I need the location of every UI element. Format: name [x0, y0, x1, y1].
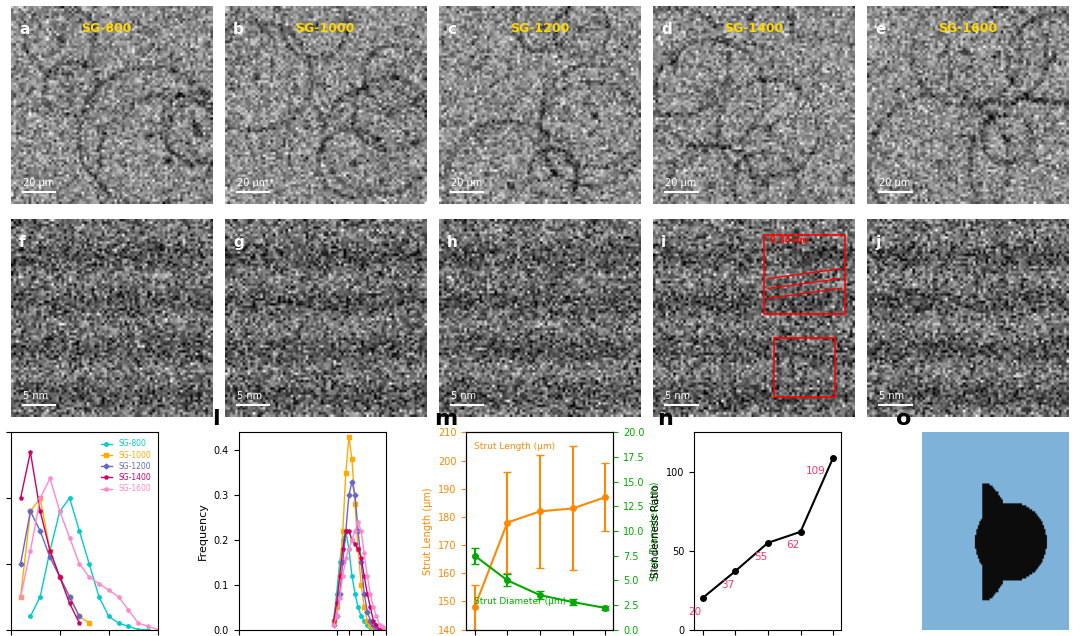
SG-1200 [63, 593, 76, 600]
Text: d: d [661, 22, 672, 37]
SG-800 [103, 612, 116, 620]
Text: Strut Diameter (μm): Strut Diameter (μm) [474, 597, 566, 606]
SG-800 [132, 626, 145, 633]
Text: 20 μm: 20 μm [879, 178, 910, 188]
SG-1600 [122, 606, 135, 614]
SG-800 [83, 560, 96, 568]
SG-1400 [73, 619, 86, 627]
SG-1200 [33, 527, 46, 535]
Text: 20 μm: 20 μm [23, 178, 54, 188]
SG-1600 [112, 593, 125, 600]
Text: 109: 109 [806, 466, 825, 476]
Text: o: o [895, 408, 912, 429]
Text: j: j [875, 235, 880, 250]
SG-1600 [141, 623, 154, 630]
Text: f: f [18, 235, 26, 250]
SG-1400 [33, 508, 46, 515]
Text: 5 nm: 5 nm [879, 391, 904, 401]
Line: SG-800: SG-800 [29, 497, 150, 632]
Text: 5 nm: 5 nm [665, 391, 690, 401]
SG-800 [24, 612, 37, 620]
SG-1000 [43, 547, 56, 555]
SG-1000 [73, 612, 86, 620]
SG-1600 [24, 547, 37, 555]
Text: 5 nm: 5 nm [23, 391, 48, 401]
Y-axis label: Strut Length (μm): Strut Length (μm) [422, 487, 433, 575]
Y-axis label: Frequency: Frequency [198, 502, 208, 560]
Text: 20 μm: 20 μm [665, 178, 697, 188]
SG-1600 [43, 474, 56, 482]
SG-1400 [43, 547, 56, 555]
Line: SG-1600: SG-1600 [18, 477, 160, 632]
Text: SG-800: SG-800 [81, 22, 132, 35]
SG-1600 [83, 573, 96, 581]
SG-1600 [103, 586, 116, 594]
SG-1000 [53, 573, 66, 581]
Text: a: a [18, 22, 29, 37]
SG-800 [53, 508, 66, 515]
Text: 0.34 nm: 0.34 nm [770, 236, 809, 245]
Text: h: h [447, 235, 458, 250]
SG-1600 [14, 593, 27, 600]
SG-1600 [73, 560, 86, 568]
SG-1000 [14, 593, 27, 600]
Text: i: i [661, 235, 666, 250]
Text: SG-1400: SG-1400 [724, 22, 783, 35]
Text: 37: 37 [721, 580, 734, 590]
SG-1400 [14, 494, 27, 502]
SG-1600 [33, 494, 46, 502]
Text: 55: 55 [754, 551, 767, 562]
Text: 20 μm: 20 μm [451, 178, 483, 188]
Text: c: c [447, 22, 456, 37]
SG-1600 [93, 580, 106, 588]
SG-800 [141, 626, 154, 633]
SG-1200 [73, 612, 86, 620]
Text: n: n [658, 408, 674, 429]
Text: g: g [233, 235, 244, 250]
Y-axis label: Slenderness Ratio: Slenderness Ratio [650, 484, 661, 578]
Text: 20: 20 [689, 607, 702, 617]
SG-1200 [43, 553, 56, 561]
Text: SG-1000: SG-1000 [296, 22, 355, 35]
SG-1000 [63, 593, 76, 600]
Text: b: b [233, 22, 244, 37]
Text: l: l [212, 408, 220, 429]
Line: SG-1400: SG-1400 [18, 450, 81, 625]
SG-800 [112, 619, 125, 627]
SG-800 [63, 494, 76, 502]
Text: m: m [434, 408, 458, 429]
Y-axis label: Strut Diameter (μm): Strut Diameter (μm) [650, 481, 660, 581]
SG-1400 [63, 600, 76, 607]
SG-1400 [24, 448, 37, 456]
Text: 5 nm: 5 nm [237, 391, 262, 401]
SG-1600 [63, 534, 76, 541]
SG-1200 [24, 508, 37, 515]
Text: SG-1600: SG-1600 [937, 22, 997, 35]
SG-1200 [53, 573, 66, 581]
Line: SG-1200: SG-1200 [18, 509, 81, 618]
Bar [774, 338, 835, 397]
SG-1600 [53, 508, 66, 515]
SG-1600 [151, 626, 164, 633]
Text: Strut Length (μm): Strut Length (μm) [474, 442, 555, 452]
Bar [765, 235, 845, 314]
Text: 62: 62 [786, 541, 800, 551]
Legend: SG-800, SG-1000, SG-1200, SG-1400, SG-1600: SG-800, SG-1000, SG-1200, SG-1400, SG-16… [97, 436, 154, 497]
Line: SG-1000: SG-1000 [18, 497, 91, 625]
Text: 20 μm: 20 μm [237, 178, 268, 188]
SG-800 [33, 593, 46, 600]
SG-1000 [33, 494, 46, 502]
SG-800 [93, 593, 106, 600]
SG-1200 [14, 560, 27, 568]
Text: 5 nm: 5 nm [451, 391, 476, 401]
Text: SG-1200: SG-1200 [510, 22, 569, 35]
SG-1400 [53, 573, 66, 581]
SG-800 [73, 527, 86, 535]
SG-1600 [132, 619, 145, 627]
SG-1000 [24, 508, 37, 515]
SG-800 [122, 623, 135, 630]
SG-1000 [83, 619, 96, 627]
SG-800 [43, 547, 56, 555]
Text: e: e [875, 22, 886, 37]
